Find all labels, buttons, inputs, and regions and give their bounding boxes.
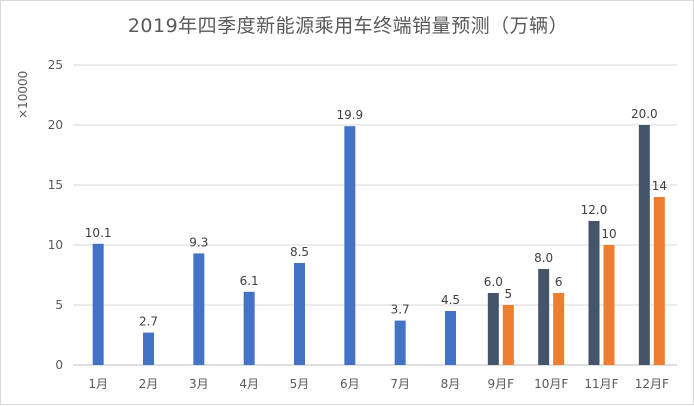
bar-6月 <box>344 126 356 365</box>
y-tick-label: 10 <box>48 238 63 252</box>
data-label: 6.0 <box>484 275 503 289</box>
x-tick-label: 10月F <box>534 377 568 391</box>
y-tick-label: 20 <box>48 118 63 132</box>
bar-5月 <box>294 263 305 365</box>
data-label: 14 <box>652 179 667 193</box>
bar-12月F <box>638 125 650 365</box>
x-tick-label: 2月 <box>139 377 159 391</box>
bar-2月 <box>143 332 154 365</box>
x-tick-label: 3月 <box>189 377 209 391</box>
bar-4月 <box>243 291 255 365</box>
y-tick-label: 15 <box>48 178 63 192</box>
data-label: 3.7 <box>391 303 410 317</box>
data-label: 6 <box>555 275 563 289</box>
bar-10月F <box>553 293 565 365</box>
y-tick-label: 0 <box>55 358 63 372</box>
data-label: 10 <box>601 227 616 241</box>
data-label: 8.0 <box>534 251 553 265</box>
x-tick-label: 1月 <box>88 377 108 391</box>
bar-9月F <box>487 293 499 365</box>
data-label: 8.5 <box>290 245 309 259</box>
data-label: 4.5 <box>441 293 460 307</box>
data-label: 19.9 <box>336 108 363 122</box>
data-label: 12.0 <box>581 203 608 217</box>
x-tick-label: 5月 <box>290 377 310 391</box>
x-tick-label: 11月F <box>584 377 618 391</box>
data-label: 9.3 <box>189 235 208 249</box>
data-label: 20.0 <box>631 107 658 121</box>
y-tick-label: 25 <box>48 58 63 72</box>
x-tick-label: 6月 <box>340 377 360 391</box>
bar-8月 <box>445 311 456 365</box>
x-tick-label: 9月F <box>488 377 515 391</box>
bar-11月F <box>588 221 600 365</box>
data-label: 10.1 <box>85 226 112 240</box>
x-tick-label: 4月 <box>239 377 259 391</box>
y-tick-label: 5 <box>55 298 63 312</box>
x-tick-label: 8月 <box>441 377 461 391</box>
bar-10月F <box>538 269 550 365</box>
bar-3月 <box>193 253 205 365</box>
bar-9月F <box>502 305 514 365</box>
bar-7月 <box>394 320 406 365</box>
x-tick-label: 7月 <box>390 377 410 391</box>
data-label: 6.1 <box>240 274 259 288</box>
bar-11月F <box>603 245 615 365</box>
data-label: 5 <box>505 287 513 301</box>
chart-title: 2019年四季度新能源乘用车终端销量预测（万辆） <box>127 15 569 37</box>
bar-1月 <box>92 243 104 365</box>
x-tick-label: 12月F <box>635 377 669 391</box>
data-label: 2.7 <box>139 315 158 329</box>
bar-12月F <box>653 197 665 365</box>
